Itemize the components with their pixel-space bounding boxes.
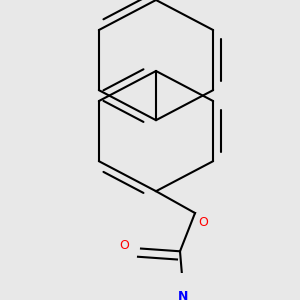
Text: N: N	[178, 290, 188, 300]
Text: O: O	[119, 239, 129, 252]
Text: O: O	[198, 216, 208, 229]
